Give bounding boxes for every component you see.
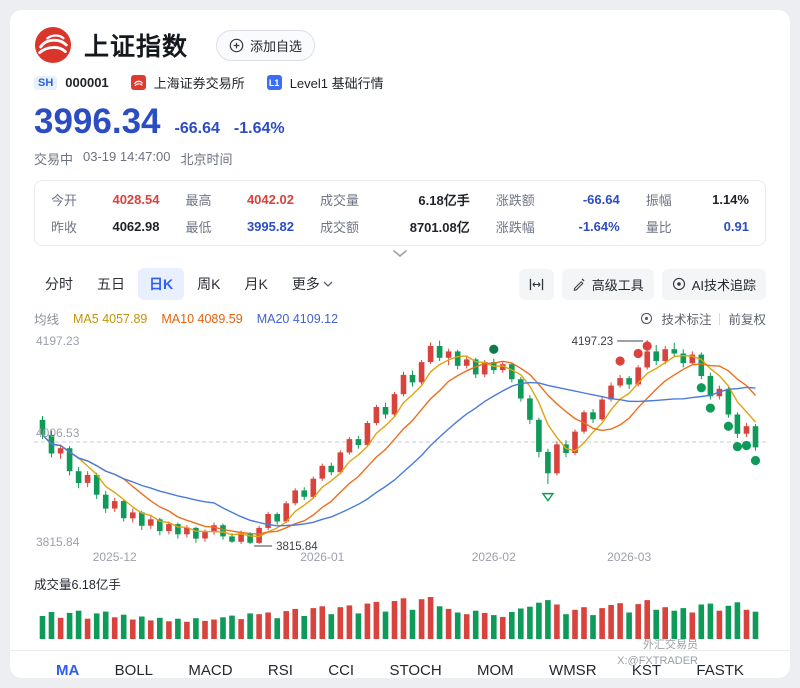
ai-tracking-button[interactable]: AI技术追踪 [661, 268, 766, 300]
stat-change-amt: 涨跌额 -66.64 [495, 192, 620, 208]
tab-intraday[interactable]: 分时 [45, 276, 73, 292]
price-change-pct: -1.64% [233, 120, 285, 137]
indicator-tab-rsi[interactable]: RSI [267, 662, 293, 678]
indicator-tab-kst[interactable]: KST [631, 662, 662, 678]
expand-chart-button[interactable] [518, 268, 554, 300]
annotate-toggle[interactable]: 技术标注 [661, 313, 712, 327]
svg-text:3815.84: 3815.84 [36, 535, 80, 549]
advanced-tools-button[interactable]: 高级工具 [561, 268, 654, 300]
price-row: 3996.34 -66.64 -1.64% [34, 102, 766, 142]
market-status: 交易中 03-19 14:47:00 北京时间 [34, 149, 766, 168]
stat-vol-ratio: 量比 0.91 [645, 219, 749, 235]
indicator-tab-ma[interactable]: MA [56, 662, 79, 678]
svg-text:3815.84: 3815.84 [276, 541, 318, 553]
tab-monthly-k[interactable]: 月K [244, 276, 268, 292]
indicator-tab-mom[interactable]: MOM [477, 662, 514, 678]
stat-open: 今开 4028.54 [51, 192, 160, 208]
trading-status: 交易中 [34, 152, 74, 167]
tab-more[interactable]: 更多 [281, 268, 344, 300]
ma-prefix: 均线 [34, 313, 60, 327]
market-badge: SH [34, 75, 58, 90]
stat-prev-close: 昨收 4062.98 [51, 219, 160, 235]
svg-text:4006.53: 4006.53 [36, 426, 80, 440]
svg-text:2026-02: 2026-02 [472, 550, 516, 564]
sse-logo-icon [34, 26, 72, 64]
page-title: 上证指数 [84, 33, 189, 61]
annotate-icon [641, 312, 653, 325]
stat-low: 最低 3995.82 [185, 219, 294, 235]
adjust-mode[interactable]: 前复权 [728, 313, 766, 327]
ma5-legend: MA5 4057.89 [73, 311, 148, 326]
svg-text:4197.23: 4197.23 [572, 336, 614, 348]
volume-label: 成交量6.18亿手 [34, 578, 121, 592]
price-change: -66.64 [174, 120, 220, 137]
plus-circle-icon [229, 38, 244, 53]
level-badge: L1 [266, 75, 282, 90]
security-meta: SH 000001 上海证券交易所 L1 Level1 基础行情 [34, 73, 766, 92]
ma-legend: 均线 MA5 4057.89 MA10 4089.59 MA20 4109.12… [34, 309, 766, 328]
svg-text:2026-01: 2026-01 [300, 550, 344, 564]
stat-high: 最高 4042.02 [185, 192, 294, 208]
volume-chart[interactable] [34, 593, 766, 644]
exchange-name: 上海证券交易所 [153, 76, 245, 91]
volume-svg [39, 597, 759, 639]
indicator-tab-cci[interactable]: CCI [328, 662, 355, 678]
collapse-chevron[interactable] [34, 249, 766, 263]
advanced-tools-label: 高级工具 [591, 277, 644, 293]
indicator-tab-macd[interactable]: MACD [188, 662, 233, 678]
ma10-legend: MA10 4089.59 [161, 311, 243, 326]
svg-text:2026-03: 2026-03 [607, 550, 651, 564]
indicator-tab-stoch[interactable]: STOCH [389, 662, 442, 678]
indicator-tabs: MA BOLL MACD RSI CCI STOCH MOM WMSR KST … [10, 650, 790, 678]
level-text: Level1 基础行情 [289, 76, 384, 91]
header: 上证指数 添加自选 [34, 26, 766, 64]
stats-panel: 今开 4028.54 最高 4042.02 成交量 6.18亿手 涨跌额 -66.64 … [34, 180, 766, 246]
add-watchlist-label: 添加自选 [250, 38, 303, 54]
stat-turnover: 成交额 8701.08亿 [319, 220, 470, 235]
tab-weekly-k[interactable]: 周K [197, 276, 221, 292]
advanced-tools-icon [573, 278, 585, 291]
stat-volume: 成交量 6.18亿手 [319, 193, 470, 208]
ai-tracking-icon [672, 277, 685, 291]
svg-text:2025-12: 2025-12 [93, 550, 137, 564]
candlestick-svg: 4197.23 3815.84 4197.23 4006.53 3815.84 2025-… [34, 334, 766, 564]
timezone-label: 北京时间 [180, 152, 233, 167]
ai-tracking-label: AI技术追踪 [691, 277, 756, 293]
indicator-tab-wmsr[interactable]: WMSR [549, 662, 597, 678]
ma20-legend: MA20 4109.12 [256, 311, 339, 326]
stat-amplitude: 振幅 1.14% [645, 192, 749, 208]
quote-datetime: 03-19 14:47:00 [83, 149, 171, 164]
stat-change-pct: 涨跌幅 -1.64% [495, 219, 620, 235]
chevron-down-icon [323, 281, 333, 287]
divider [719, 312, 721, 325]
tab-daily-k[interactable]: 日K [138, 268, 185, 300]
last-price: 3996.34 [34, 102, 161, 141]
security-code: 000001 [65, 75, 109, 90]
candlestick-chart[interactable]: 4197.23 3815.84 4197.23 4006.53 3815.84 2025-… [34, 330, 766, 571]
expand-horizontal-icon [529, 278, 543, 290]
tab-5day[interactable]: 五日 [97, 276, 125, 292]
indicator-tab-boll[interactable]: BOLL [114, 662, 154, 678]
add-watchlist-button[interactable]: 添加自选 [216, 29, 316, 61]
exchange-badge-icon [130, 75, 146, 90]
indicator-tab-fastk[interactable]: FASTK [696, 662, 744, 678]
quote-page: 上证指数 添加自选 SH 000001 上海证券交易所 L1 Level1 基础… [10, 10, 790, 678]
svg-text:4197.23: 4197.23 [36, 334, 80, 348]
chart-period-tabs: 分时 五日 日K 周K 月K 更多 高级工具 [34, 268, 766, 300]
